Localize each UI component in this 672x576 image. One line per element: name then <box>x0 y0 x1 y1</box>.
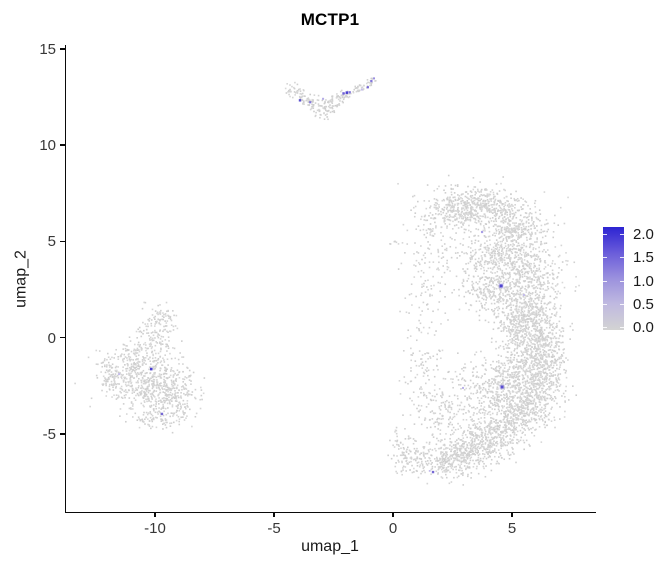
legend-tick-label: 0.5 <box>633 295 654 313</box>
y-tick-mark <box>60 336 65 339</box>
legend-tick-label: 1.0 <box>633 272 654 290</box>
legend-tick-label: 0.0 <box>633 319 654 336</box>
legend-tick-mark <box>603 280 607 282</box>
legend-tick-mark <box>603 257 607 259</box>
chart-title: MCTP1 <box>300 10 360 29</box>
y-tick-label: 10 <box>39 137 56 154</box>
y-tick-label: -5 <box>42 425 56 443</box>
legend-tick-mark <box>620 303 624 305</box>
y-axis-title: umap_2 <box>12 250 30 308</box>
legend-tick-label: 2.0 <box>633 226 654 243</box>
x-tick-label: 5 <box>507 520 517 537</box>
legend-tick-mark <box>603 234 607 235</box>
legend-tick-mark <box>620 327 624 328</box>
y-tick-mark <box>60 433 65 435</box>
x-tick-mark <box>154 512 156 517</box>
x-axis-title: umap_1 <box>301 538 359 555</box>
y-tick-label: 5 <box>47 233 56 251</box>
legend-colorbar <box>603 227 624 330</box>
legend-tick-mark <box>603 327 607 328</box>
x-tick-mark <box>273 512 275 517</box>
x-tick-mark <box>511 512 513 517</box>
x-tick-label: 0 <box>388 520 398 537</box>
x-tick-mark <box>392 512 394 517</box>
y-tick-label: 15 <box>39 40 56 58</box>
scatter-canvas <box>66 45 596 512</box>
legend-tick-label: 1.5 <box>633 249 654 267</box>
legend-tick-mark <box>620 234 624 235</box>
plot-area <box>65 45 596 513</box>
legend-tick-mark <box>620 257 624 259</box>
y-tick-mark <box>60 48 65 50</box>
y-tick-label: 0 <box>47 329 56 347</box>
legend-tick-mark <box>620 280 624 282</box>
y-tick-mark <box>60 144 65 146</box>
x-tick-label: -5 <box>267 520 281 537</box>
x-tick-label: -10 <box>144 520 166 537</box>
y-tick-mark <box>60 240 65 242</box>
legend-tick-mark <box>603 303 607 305</box>
